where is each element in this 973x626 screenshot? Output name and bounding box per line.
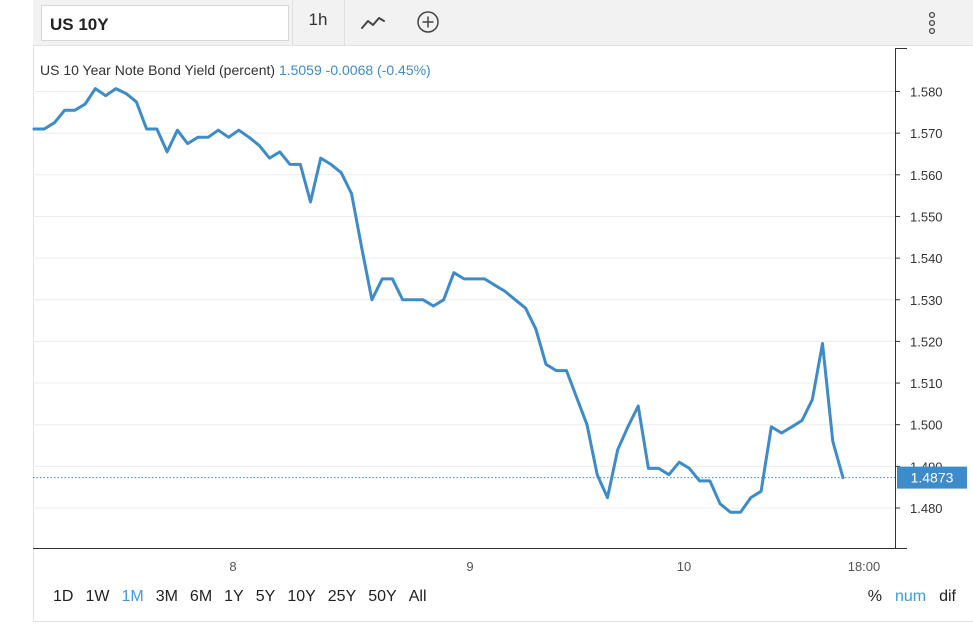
y-tick-label: 1.580	[910, 85, 943, 100]
y-tick-label: 1.510	[910, 376, 943, 391]
range-button-3m[interactable]: 3M	[155, 588, 178, 605]
range-button-50y[interactable]: 50Y	[368, 588, 397, 605]
current-value-badge	[897, 466, 967, 489]
y-tick-label: 1.520	[910, 334, 943, 349]
chart-frame	[33, 46, 973, 622]
current-value-label: 1.4873	[911, 470, 954, 486]
series-line	[32, 87, 845, 514]
vertical-ellipsis-icon[interactable]	[925, 10, 939, 36]
range-button-25y[interactable]: 25Y	[327, 588, 357, 605]
y-tick-label: 1.530	[910, 293, 943, 308]
range-button-1m[interactable]: 1M	[121, 588, 144, 605]
range-button-10y[interactable]: 10Y	[287, 588, 316, 605]
legend-last-value: 1.5059	[278, 62, 322, 78]
chart-legend: US 10 Year Note Bond Yield (percent) 1.5…	[40, 62, 431, 78]
line-chart-icon[interactable]	[359, 12, 387, 34]
scale-mode-button[interactable]: dif	[939, 588, 956, 605]
interval-button[interactable]: 1h	[308, 10, 328, 29]
y-tick-label: 1.560	[910, 168, 943, 183]
x-tick-label: 8	[229, 559, 236, 574]
y-tick-label: 1.570	[910, 126, 943, 141]
plus-circle-icon[interactable]	[416, 10, 440, 34]
scale-mode-button[interactable]: num	[894, 588, 927, 605]
range-button-6m[interactable]: 6M	[189, 588, 213, 605]
range-button-5y[interactable]: 5Y	[255, 588, 276, 605]
scale-mode-button[interactable]: %	[867, 588, 882, 605]
legend-change-percent: (-0.45%)	[377, 62, 431, 78]
range-button-1y[interactable]: 1Y	[224, 588, 244, 605]
toolbar-divider	[292, 0, 293, 46]
scale-mode-selector: % num dif	[855, 588, 956, 606]
range-selector: 1D 1W 1M 3M 6M 1Y 5Y 10Y 25Y 50Y All	[53, 588, 439, 606]
y-tick-label: 1.480	[910, 501, 943, 516]
symbol-input[interactable]: US 10Y	[41, 5, 289, 41]
y-tick-label: 1.540	[910, 251, 943, 266]
chart-toolbar: US 10Y 1h	[33, 0, 973, 46]
x-tick-label: 18:00	[848, 559, 881, 574]
y-tick-label: 1.500	[910, 418, 943, 433]
range-button-1d[interactable]: 1D	[53, 588, 74, 605]
legend-series-name: US 10 Year Note Bond Yield (percent)	[40, 62, 276, 78]
y-tick-label: 1.550	[910, 209, 943, 224]
range-button-1w[interactable]: 1W	[85, 588, 110, 605]
legend-change: -0.0068	[325, 62, 374, 78]
toolbar-divider	[344, 0, 345, 46]
x-tick-label: 9	[466, 559, 473, 574]
range-button-all[interactable]: All	[408, 588, 427, 605]
x-tick-label: 10	[677, 559, 691, 574]
